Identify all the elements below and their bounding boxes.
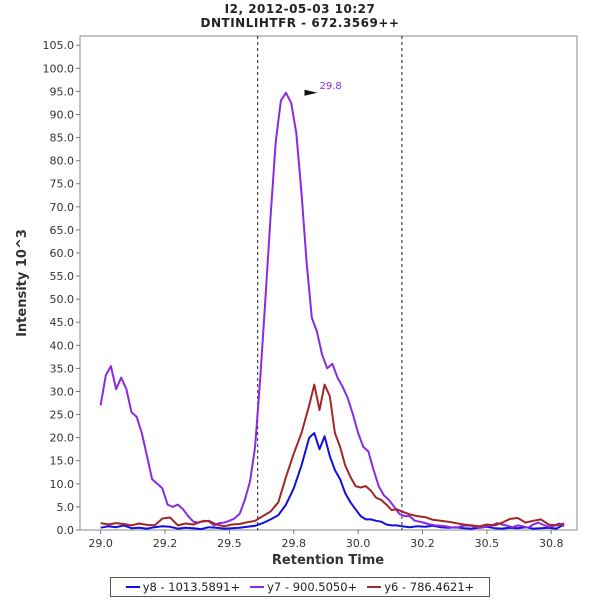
x-tick-label: 29.8 <box>281 537 306 550</box>
y-tick-label: 45.0 <box>50 316 75 329</box>
y-tick-label: 65.0 <box>50 224 75 237</box>
legend-item: y6 - 786.4621+ <box>367 580 474 594</box>
y-tick-label: 85.0 <box>50 132 75 145</box>
boundary-lines <box>257 36 403 530</box>
y-tick-label: 15.0 <box>50 455 75 468</box>
y-tick-label: 90.0 <box>50 108 75 121</box>
y-tick-label: 60.0 <box>50 247 75 260</box>
legend-item: y8 - 1013.5891+ <box>125 580 241 594</box>
y-tick-label: 0.0 <box>57 524 75 537</box>
series-lines <box>99 91 565 531</box>
legend-swatch <box>250 586 265 588</box>
y-tick-label: 100.0 <box>43 62 75 75</box>
y-tick-label: 30.0 <box>50 385 75 398</box>
x-tick-label: 30.2 <box>410 537 435 550</box>
y-tick-label: 75.0 <box>50 178 75 191</box>
legend-label: y8 - 1013.5891+ <box>142 580 241 594</box>
y-tick-label: 95.0 <box>50 85 75 98</box>
x-tick-label: 30.0 <box>346 537 371 550</box>
x-tick-label: 29.0 <box>88 537 113 550</box>
y-tick-label: 50.0 <box>50 293 75 306</box>
y-axis-label: Intensity 10^3 <box>15 229 30 337</box>
x-tick-label: 30.5 <box>475 537 500 550</box>
y-tick-label: 5.0 <box>57 501 75 514</box>
plot-area <box>79 35 578 531</box>
x-axis-label: Retention Time <box>272 553 384 568</box>
series-line-3 <box>100 383 565 528</box>
peak-label: 29.8 <box>319 81 341 92</box>
chart-subtitle: DNTINLIHTFR - 672.3569++ <box>200 16 400 30</box>
y-tick-label: 55.0 <box>50 270 75 283</box>
peak-arrow-icon <box>304 89 318 96</box>
y-tick-label: 105.0 <box>43 39 75 52</box>
x-tick-label: 29.5 <box>217 537 242 550</box>
legend-swatch <box>125 586 140 588</box>
x-tick-label: 30.8 <box>539 537 564 550</box>
chart-legend: y8 - 1013.5891+ y7 - 900.5050+ y6 - 786.46… <box>110 577 490 597</box>
y-tick-label: 35.0 <box>50 362 75 375</box>
chart-title: I2, 2012-05-03 10:27 <box>224 2 376 16</box>
peak-annotation: 29.8 <box>304 81 342 96</box>
y-tick-label: 10.0 <box>50 478 75 491</box>
y-tick-label: 40.0 <box>50 339 75 352</box>
legend-label: y7 - 900.5050+ <box>267 580 358 594</box>
y-tick-label: 80.0 <box>50 155 75 168</box>
legend-label: y6 - 786.4621+ <box>384 580 475 594</box>
legend-swatch <box>367 586 382 588</box>
x-axis: 29.0 29.2 29.5 29.8 30.0 30.2 30.5 30.8 <box>88 530 563 550</box>
legend-item: y7 - 900.5050+ <box>250 580 357 594</box>
y-tick-label: 70.0 <box>50 201 75 214</box>
y-axis: 0.0 5.0 10.0 15.0 20.0 25.0 30.0 35.0 40.0 45.0 50… <box>43 39 80 537</box>
series-line-2 <box>99 91 565 529</box>
x-tick-label: 29.2 <box>153 537 178 550</box>
y-tick-label: 20.0 <box>50 432 75 445</box>
y-tick-label: 25.0 <box>50 409 75 422</box>
